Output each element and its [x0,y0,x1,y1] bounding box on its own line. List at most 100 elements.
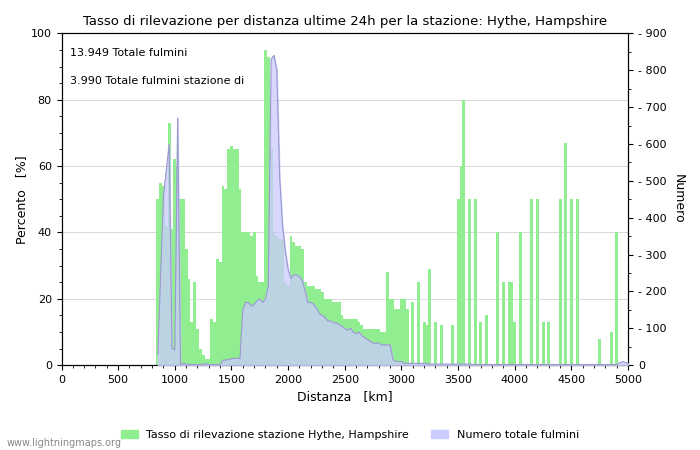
Bar [352,319,355,365]
Bar [204,359,207,365]
Bar [536,199,539,365]
Bar [261,282,264,365]
Bar [344,319,346,365]
Bar [304,282,307,365]
Bar [202,355,204,365]
Legend: Tasso di rilevazione stazione Hythe, Hampshire, Numero totale fulmini: Tasso di rilevazione stazione Hythe, Ham… [116,425,584,445]
Bar [247,233,250,365]
Bar [228,149,230,365]
Bar [213,322,216,365]
Bar [218,262,222,365]
Bar [168,123,171,365]
Bar [165,226,168,365]
Bar [394,309,397,365]
Bar [230,146,233,365]
Bar [542,322,545,365]
Bar [391,299,394,365]
Bar [210,319,213,365]
Bar [275,236,278,365]
Bar [380,332,383,365]
Bar [284,282,287,365]
Text: 3.990 Totale fulmini stazione di: 3.990 Totale fulmini stazione di [70,76,244,86]
Bar [428,269,431,365]
Bar [270,149,272,365]
Bar [207,359,210,365]
Bar [340,315,344,365]
Bar [216,259,218,365]
Bar [355,319,358,365]
Bar [199,349,202,365]
Bar [236,149,239,365]
Bar [156,199,159,365]
Bar [426,325,428,365]
Bar [179,199,182,365]
Bar [233,149,236,365]
Bar [287,286,290,365]
Bar [570,199,573,365]
Bar [366,328,369,365]
Bar [298,246,301,365]
Bar [332,302,335,365]
Bar [496,233,499,365]
Bar [598,339,601,365]
Bar [290,236,293,365]
Bar [383,332,386,365]
Bar [389,299,391,365]
Bar [480,322,482,365]
Bar [403,299,406,365]
Bar [258,282,261,365]
Bar [386,272,389,365]
Bar [272,233,275,365]
Text: 13.949 Totale fulmini: 13.949 Totale fulmini [70,48,188,58]
Bar [564,143,567,365]
Bar [174,159,176,365]
Bar [459,166,463,365]
Bar [315,289,318,365]
Bar [610,332,612,365]
Bar [162,186,165,365]
Y-axis label: Numero: Numero [672,175,685,224]
X-axis label: Distanza   [km]: Distanza [km] [297,391,393,404]
Title: Tasso di rilevazione per distanza ultime 24h per la stazione: Hythe, Hampshire: Tasso di rilevazione per distanza ultime… [83,15,607,28]
Bar [193,282,196,365]
Y-axis label: Percento   [%]: Percento [%] [15,155,28,243]
Bar [159,183,162,365]
Bar [309,286,312,365]
Bar [502,282,505,365]
Bar [264,50,267,365]
Bar [312,286,315,365]
Bar [423,322,426,365]
Bar [456,199,459,365]
Bar [559,199,561,365]
Bar [301,249,304,365]
Bar [225,189,228,365]
Bar [196,328,199,365]
Bar [281,239,284,365]
Bar [575,199,578,365]
Bar [335,302,337,365]
Bar [188,279,190,365]
Bar [508,282,510,365]
Bar [360,325,363,365]
Bar [417,282,420,365]
Bar [321,292,323,365]
Bar [185,249,188,365]
Bar [267,57,270,365]
Bar [485,315,488,365]
Bar [318,289,321,365]
Bar [176,166,179,365]
Bar [326,299,329,365]
Bar [253,233,256,365]
Bar [615,233,618,365]
Bar [182,199,185,365]
Bar [278,239,281,365]
Bar [412,302,414,365]
Text: www.lightningmaps.org: www.lightningmaps.org [7,438,122,448]
Bar [293,243,295,365]
Bar [434,322,437,365]
Bar [239,189,241,365]
Bar [463,100,466,365]
Bar [377,328,380,365]
Bar [513,322,516,365]
Bar [531,199,533,365]
